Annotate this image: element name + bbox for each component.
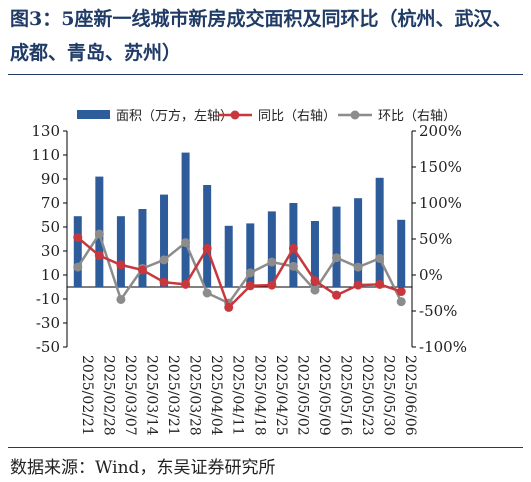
yoy-point xyxy=(245,281,255,291)
mom-point xyxy=(288,261,298,271)
area-bar xyxy=(203,185,212,287)
x-tick-label: 2025/03/14 xyxy=(143,355,159,436)
mom-point xyxy=(375,253,385,263)
left-tick-label: 70 xyxy=(41,194,60,212)
yoy-point xyxy=(159,277,169,287)
area-bar xyxy=(73,216,82,287)
mom-point xyxy=(159,255,169,265)
right-tick-label: 150% xyxy=(419,158,462,176)
x-tick-label: 2025/04/25 xyxy=(273,355,289,436)
source-note: 数据来源：Wind，东吴证券研究所 xyxy=(10,458,276,478)
mom-point xyxy=(73,262,83,272)
left-tick-label: 50 xyxy=(41,218,60,236)
yoy-point xyxy=(310,276,320,286)
area-bar xyxy=(116,216,125,287)
right-tick-label: 100% xyxy=(419,194,462,212)
legend-label-mom: 环比（右轴） xyxy=(378,109,456,124)
legend-label-yoy: 同比（右轴） xyxy=(258,109,336,124)
left-tick-label: 110 xyxy=(31,146,60,164)
source-divider xyxy=(8,447,523,448)
area-bar xyxy=(246,223,255,287)
yoy-point xyxy=(202,243,212,253)
mom-point xyxy=(181,238,191,248)
area-bar xyxy=(138,209,147,287)
legend-swatch-area xyxy=(77,110,110,119)
left-tick-label: 90 xyxy=(41,170,60,188)
mom-line xyxy=(76,231,403,305)
mom-point xyxy=(245,268,255,278)
area-bar xyxy=(267,211,276,287)
area-bar xyxy=(375,177,384,287)
chart-title: 图3：5座新一线城市新房成交面积及同环比（杭州、武汉、成都、青岛、苏州） xyxy=(10,8,512,64)
x-tick-label: 2025/05/30 xyxy=(381,355,397,436)
left-tick-label: 30 xyxy=(41,242,60,260)
legend-marker-yoy xyxy=(230,110,240,120)
x-tick-label: 2025/02/21 xyxy=(79,355,95,436)
x-tick-label: 2025/04/04 xyxy=(208,355,224,436)
mom-point xyxy=(202,288,212,298)
area-bar xyxy=(310,221,319,287)
area-bar xyxy=(160,194,169,287)
x-tick-label: 2025/03/21 xyxy=(165,355,181,436)
left-tick-label: -30 xyxy=(36,314,60,332)
left-tick-label: -10 xyxy=(36,290,60,308)
x-tick-label: 2025/05/23 xyxy=(359,355,375,436)
left-tick-label: 10 xyxy=(41,266,60,284)
x-tick-label: 2025/05/09 xyxy=(316,355,332,436)
mom-point xyxy=(94,229,104,239)
area-bar xyxy=(397,219,406,287)
yoy-point xyxy=(353,280,363,290)
area-bar xyxy=(354,198,363,287)
left-tick-label: -50 xyxy=(36,338,60,356)
mom-point xyxy=(310,285,320,295)
area-bar xyxy=(181,152,190,287)
x-tick-label: 2025/04/11 xyxy=(230,355,246,436)
x-tick-label: 2025/05/02 xyxy=(294,355,310,436)
yoy-point xyxy=(332,290,342,300)
area-bar xyxy=(224,225,233,287)
x-tick-label: 2025/03/07 xyxy=(122,355,138,436)
legend-label-area: 面积（万方，左轴） xyxy=(116,108,233,124)
yoy-point xyxy=(73,233,83,243)
yoy-point xyxy=(94,251,104,261)
mom-point xyxy=(353,262,363,272)
yoy-point xyxy=(267,280,277,290)
x-tick-label: 2025/03/28 xyxy=(187,355,203,436)
area-bar xyxy=(332,206,341,287)
mom-point xyxy=(116,294,126,304)
left-tick-label: 130 xyxy=(31,122,60,140)
yoy-point xyxy=(288,243,298,253)
x-tick-label: 2025/02/28 xyxy=(100,355,116,436)
yoy-point xyxy=(137,265,147,275)
yoy-point xyxy=(224,302,234,312)
yoy-point xyxy=(116,260,126,270)
yoy-point xyxy=(181,279,191,289)
mom-point xyxy=(332,253,342,263)
yoy-point xyxy=(396,287,406,297)
legend-marker-mom xyxy=(350,110,360,120)
right-tick-label: -50% xyxy=(419,302,457,320)
yoy-point xyxy=(375,279,385,289)
x-tick-label: 2025/05/16 xyxy=(338,355,354,436)
x-tick-label: 2025/04/18 xyxy=(251,355,267,436)
yoy-line xyxy=(76,236,402,310)
right-tick-label: 50% xyxy=(419,230,452,248)
x-tick-label: 2025/06/06 xyxy=(402,355,418,436)
right-tick-label: 200% xyxy=(419,122,462,140)
mom-point xyxy=(267,257,277,267)
right-tick-label: -100% xyxy=(419,338,467,356)
mom-point xyxy=(396,297,406,307)
right-tick-label: 0% xyxy=(419,266,443,284)
title-divider xyxy=(8,74,523,75)
